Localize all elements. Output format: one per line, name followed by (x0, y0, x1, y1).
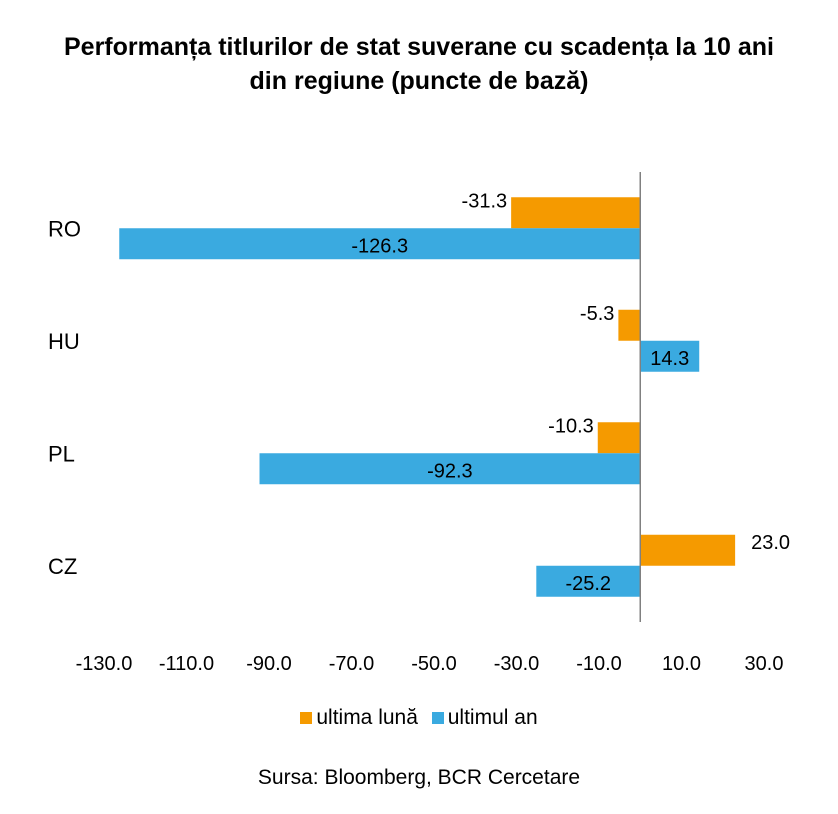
data-label-hu-ultima-luna: -5.3 (580, 303, 614, 325)
chart-title-line-1: Performanța titlurilor de stat suverane … (64, 33, 774, 61)
x-tick-label-2: -90.0 (246, 653, 292, 675)
legend-swatch-ultimul-an (431, 712, 444, 724)
legend-item-ultima-luna: ultima lună (300, 706, 418, 730)
category-label-pl: PL (48, 441, 75, 466)
data-label-hu-ultimul-an: 14.3 (650, 348, 689, 370)
data-label-pl-ultima-luna: -10.3 (548, 415, 594, 437)
data-label-ro-ultima-luna: -31.3 (462, 190, 508, 212)
legend-item-ultimul-an: ultimul an (431, 706, 538, 730)
bar-hu-ultimul-an (640, 340, 700, 372)
x-tick-label-1: -110.0 (159, 653, 214, 675)
legend-label-ultimul-an: ultimul an (447, 706, 538, 729)
source-note: Sursa: Bloomberg, BCR Cercetare (257, 766, 581, 789)
x-tick-label-7: 10.0 (662, 653, 701, 675)
category-label-cz: CZ (48, 554, 77, 579)
bar-cz-ultimul-an (536, 565, 641, 597)
category-label-ro: RO (48, 216, 81, 241)
category-label-hu: HU (48, 329, 80, 354)
bar-ro-ultima-luna (511, 197, 641, 229)
chart-title: Performanța titlurilor de stat suverane … (0, 30, 838, 98)
bar-cz-ultima-luna (640, 534, 736, 566)
data-label-cz-ultima-luna: 23.0 (751, 532, 790, 554)
bar-hu-ultima-luna (618, 309, 641, 341)
data-label-cz-ultimul-an: -25.2 (565, 573, 611, 595)
bar-ro-ultimul-an (119, 228, 641, 260)
x-tick-label-8: 30.0 (745, 653, 784, 675)
x-tick-label-5: -30.0 (494, 653, 540, 675)
data-label-ro-ultimul-an: -126.3 (351, 235, 408, 257)
bar-pl-ultimul-an (259, 453, 641, 485)
legend-swatch-ultima-luna (300, 712, 313, 724)
x-tick-label-6: -10.0 (576, 653, 622, 675)
legend-label-ultima-luna: ultima lună (316, 706, 418, 729)
bar-pl-ultima-luna (597, 422, 641, 454)
data-label-pl-ultimul-an: -92.3 (427, 460, 473, 482)
legend: ultima lună ultimul an (0, 706, 838, 730)
chart-title-line-2: din regiune (puncte de bază) (249, 67, 589, 95)
x-tick-label-3: -70.0 (329, 653, 375, 675)
x-tick-label-0: -130.0 (76, 653, 133, 675)
x-tick-label-4: -50.0 (411, 653, 457, 675)
